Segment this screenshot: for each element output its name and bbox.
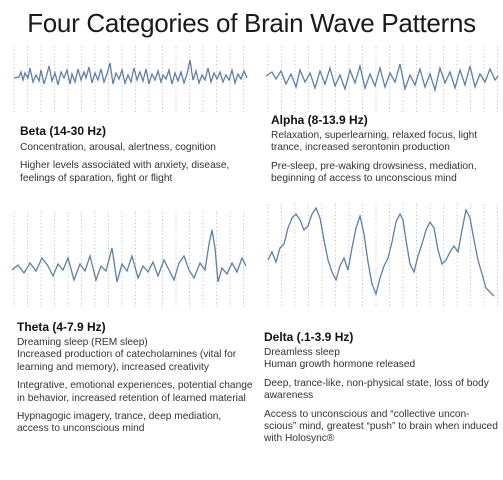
beta-waveform-trace [13, 59, 248, 86]
alpha-description-2: Pre-sleep, pre-waking drowsiness, mediat… [271, 160, 477, 185]
delta-description-1: Dreamless sleep Human growth hormone rel… [264, 347, 416, 371]
theta-description-3: Hypnagogic imagery, trance, deep mediati… [17, 411, 222, 435]
delta-waveform-grid [267, 204, 498, 306]
alpha-waveform [262, 42, 500, 118]
theta-description-2: Integrative, emotional experiences, pote… [17, 380, 253, 404]
theta-waveform [8, 208, 250, 312]
delta-panel: Delta (.1-3.9 Hz) Dreamless sleep Human … [264, 330, 500, 446]
beta-waveform-grid [13, 46, 244, 114]
alpha-waveform-grid [267, 46, 498, 114]
beta-heading: Beta (14-30 Hz) [20, 124, 107, 138]
delta-description-3: Access to unconscious and “collective un… [264, 408, 498, 445]
theta-panel: Theta (4-7.9 Hz) Dreaming sleep (REM sle… [17, 320, 255, 436]
theta-waveform-grid [13, 212, 244, 308]
delta-waveform [262, 200, 500, 310]
theta-heading: Theta (4-7.9 Hz) [17, 320, 106, 334]
page-title: Four Categories of Brain Wave Patterns [27, 8, 476, 38]
alpha-description-1: Relaxation, superlearning, relaxed focus… [271, 130, 478, 154]
alpha-heading: Alpha (8-13.9 Hz) [271, 113, 368, 127]
theta-description-1: Dreaming sleep (REM sleep) Increased pro… [17, 337, 237, 373]
delta-waveform-trace [267, 206, 495, 297]
beta-panel: Beta (14-30 Hz) Concentration, arousal, … [20, 124, 256, 185]
beta-description-2: Higher levels associated with anxiety, d… [20, 160, 230, 184]
alpha-panel: Alpha (8-13.9 Hz) Relaxation, superlearn… [271, 113, 501, 186]
beta-waveform [8, 42, 250, 118]
delta-description-2: Deep, trance-like, non-physical state, l… [264, 377, 489, 402]
delta-heading: Delta (.1-3.9 Hz) [264, 330, 354, 344]
alpha-waveform-trace [265, 63, 499, 93]
beta-description-1: Concentration, arousal, alertness, cogni… [20, 142, 216, 153]
theta-waveform-trace [11, 229, 247, 283]
